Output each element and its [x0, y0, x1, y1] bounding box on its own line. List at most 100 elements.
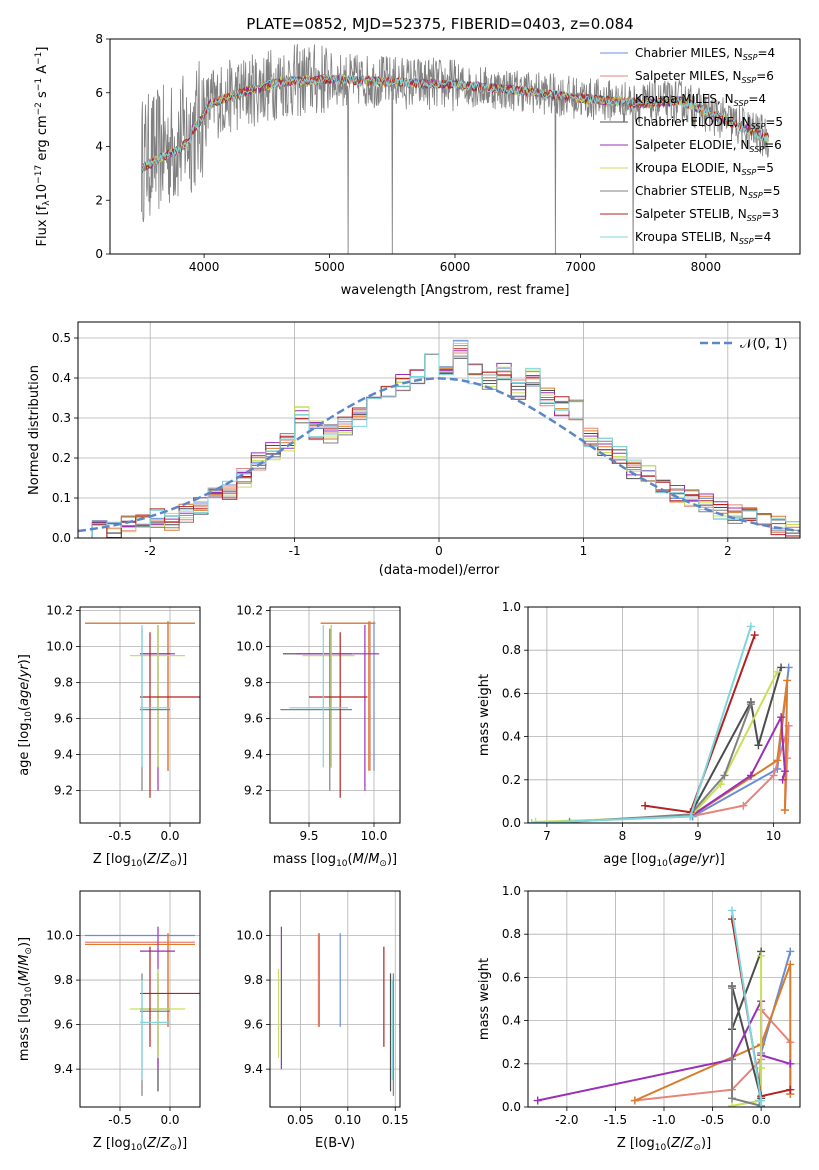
x-tick-label: 0.0 — [160, 1113, 179, 1127]
y-tick-label: 0.0 — [52, 531, 71, 545]
legend-entry: Kroupa ELODIE, NSSP=5 — [635, 161, 774, 177]
x-tick-label: 0.0 — [752, 1113, 771, 1127]
y-tick-label: 9.8 — [244, 973, 263, 987]
x-tick-label: 10 — [766, 829, 781, 843]
y-tick-label: 4 — [95, 140, 103, 154]
sfh-point — [769, 771, 778, 780]
y-tick-label: 9.6 — [244, 712, 263, 726]
plot-area — [85, 926, 200, 1096]
sfh-point — [728, 1055, 736, 1064]
sfh-point — [728, 1101, 736, 1107]
y-tick-label: 1.0 — [502, 600, 521, 614]
sfh-point — [786, 960, 795, 969]
y-axis-label: age [log10(age/yr)] — [17, 654, 34, 776]
legend-entry: Chabrier ELODIE, NSSP=5 — [635, 115, 783, 131]
sfh-point — [728, 1094, 736, 1103]
mass-weight-vs-metallicity-panel: -2.0 -1.5 -1.0 -0.5 0.0 0.0 0.2 0.4 0.6 0.8 1.0 Z [… — [477, 884, 801, 1153]
y-tick-label: 9.6 — [54, 1018, 73, 1032]
y-tick-label: 9.2 — [244, 784, 263, 798]
plot-area — [78, 339, 800, 538]
sfh-point — [786, 1059, 795, 1068]
plot-area — [528, 622, 793, 823]
axes-frame — [269, 606, 401, 824]
x-tick-label: -0.5 — [108, 829, 131, 843]
x-tick-label: 7 — [543, 829, 551, 843]
x-tick-label: -0.5 — [108, 1113, 131, 1127]
x-tick-label: 4000 — [189, 260, 220, 274]
plot-area — [280, 621, 380, 798]
y-tick-label: 0.4 — [502, 1014, 521, 1028]
y-tick-label: 8 — [95, 32, 103, 46]
x-axis-label: E(B-V) — [315, 1136, 355, 1151]
gridlines — [80, 607, 200, 823]
x-tick-label: -1.5 — [604, 1113, 627, 1127]
axes-frame — [109, 38, 801, 255]
normal-reference-curve — [78, 377, 800, 533]
sfh-point — [786, 947, 795, 956]
sfh-point — [686, 812, 695, 821]
x-tick-label: 0.10 — [334, 1113, 361, 1127]
figure-title: PLATE=0852, MJD=52375, FIBERID=0403, z=0… — [246, 15, 633, 33]
y-tick-label: 10.0 — [46, 929, 73, 943]
legend-entry: Chabrier STELIB, NSSP=5 — [635, 184, 780, 200]
x-axis-label: wavelength [Angstrom, rest frame] — [341, 283, 570, 298]
y-tick-label: 2 — [95, 193, 103, 207]
y-tick-label: 0.2 — [502, 1057, 521, 1071]
sfh-line — [690, 725, 790, 818]
legend-entry: Salpeter MILES, NSSP=6 — [635, 69, 774, 85]
y-tick-label: 0.5 — [52, 331, 71, 345]
y-tick-label: 9.6 — [244, 1018, 263, 1032]
x-tick-label: -1 — [289, 544, 301, 558]
mass-vs-metallicity-panel: -0.5 0.0 9.4 9.6 9.8 10.0 Z [log10(Z/Z⊙)] mass … — [17, 890, 201, 1153]
y-tick-label: 0.6 — [502, 970, 521, 984]
y-tick-label: 1.0 — [502, 884, 521, 898]
x-tick-label: 0 — [435, 544, 443, 558]
plot-area — [533, 906, 795, 1107]
legend-entry: Kroupa MILES, NSSP=4 — [635, 92, 766, 108]
y-tick-label: 0 — [95, 247, 103, 261]
x-axis-label: (data-model)/error — [379, 563, 500, 578]
x-tick-label: -0.5 — [701, 1113, 724, 1127]
y-tick-label: 9.4 — [244, 1062, 263, 1076]
y-axis-label: Normed distribution — [27, 365, 42, 495]
legend: Chabrier MILES, NSSP=4 Salpeter MILES, NS… — [600, 46, 783, 246]
axes-frame — [79, 890, 201, 1108]
x-tick-label: 7000 — [565, 260, 596, 274]
y-tick-label: 0.6 — [502, 686, 521, 700]
y-tick-label: 9.4 — [244, 748, 263, 762]
y-tick-label: 0.0 — [502, 816, 521, 830]
y-tick-label: 9.8 — [54, 973, 73, 987]
model-spectrum-line — [140, 74, 770, 173]
sfh-point — [739, 801, 748, 810]
sfh-line — [731, 988, 762, 1107]
sfh-point — [777, 713, 786, 722]
y-tick-label: 0.2 — [502, 773, 521, 787]
axes-frame — [79, 606, 201, 824]
sfh-point — [754, 741, 763, 750]
y-tick-label: 10.0 — [46, 640, 73, 654]
age-vs-mass-panel: 9.5 10.0 9.2 9.4 9.6 9.8 10.0 10.2 mass [log10(M… — [236, 604, 401, 869]
y-tick-label: 9.6 — [54, 712, 73, 726]
x-tick-label: 0.0 — [160, 829, 179, 843]
sfh-point — [783, 676, 792, 685]
axes-frame — [527, 606, 801, 824]
spectrum-panel: 4000 5000 6000 7000 8000 0 2 4 6 8 wavelength [Ang… — [34, 32, 801, 298]
residual-histogram-panel: -2 -1 0 1 2 0.0 0.1 0.2 0.3 0.4 0.5 (data-model)/er… — [27, 321, 801, 578]
y-axis-label: Flux [fλ10−17 erg cm−2 s−1 A−1] — [34, 47, 52, 247]
sfh-point — [746, 622, 755, 631]
gridlines — [270, 607, 400, 823]
y-tick-label: 0.0 — [502, 1100, 521, 1114]
sfh-point — [773, 667, 782, 676]
legend-entry: 𝒩(0, 1) — [740, 337, 787, 352]
y-axis-label: mass weight — [477, 674, 492, 756]
age-vs-metallicity-panel: -0.5 0.0 9.2 9.4 9.6 9.8 10.0 10.2 Z [log10(Z/Z⊙… — [17, 604, 201, 869]
y-tick-label: 10.0 — [236, 929, 263, 943]
sfh-point — [784, 663, 793, 672]
sfh-line — [689, 667, 783, 815]
y-tick-label: 0.4 — [52, 371, 71, 385]
mass-vs-ebv-panel: 0.05 0.10 0.15 9.4 9.6 9.8 10.0 E(B-V) — [236, 890, 409, 1151]
sfh-line — [634, 964, 792, 1102]
x-tick-label: 8000 — [691, 260, 722, 274]
gridlines — [80, 891, 200, 1107]
y-tick-label: 0.1 — [52, 491, 71, 505]
